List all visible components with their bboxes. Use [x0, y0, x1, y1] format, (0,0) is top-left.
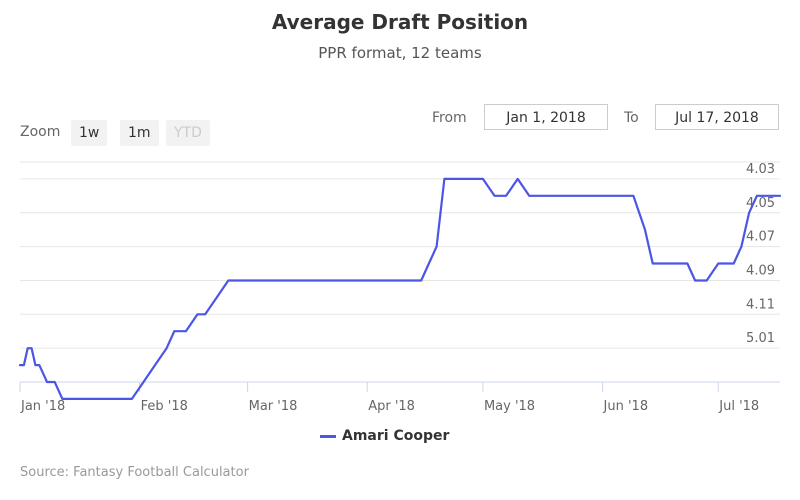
y-tick-label: 5.01: [746, 331, 775, 346]
legend-label: Amari Cooper: [342, 428, 450, 444]
y-tick-label: 4.05: [746, 196, 775, 211]
series-line-amari-cooper: [18, 177, 782, 400]
credits[interactable]: Source: Fantasy Football Calculator: [20, 465, 249, 480]
x-tick-label: Mar '18: [249, 399, 298, 414]
zoom-1w-button[interactable]: 1w: [71, 120, 108, 146]
chart-title: Average Draft Position: [271, 10, 529, 34]
to-label: To: [624, 110, 639, 126]
zoom-label: Zoom: [20, 124, 61, 140]
zoom-1m-button[interactable]: 1m: [120, 120, 159, 146]
legend-item[interactable]: Amari Cooper: [320, 428, 449, 444]
legend-swatch: [320, 434, 336, 438]
x-tick-label: Jul '18: [718, 399, 759, 414]
x-tick-label: May '18: [484, 399, 535, 414]
to-date-input[interactable]: Jul 17, 2018: [655, 104, 779, 130]
y-tick-label: 4.03: [746, 162, 775, 177]
x-tick-label: Feb '18: [141, 399, 188, 414]
zoom-ytd-button[interactable]: YTD: [166, 120, 210, 146]
y-tick-label: 4.11: [746, 297, 775, 312]
x-tick-label: Jun '18: [603, 399, 649, 414]
y-tick-label: 4.09: [746, 263, 775, 278]
y-tick-label: 4.07: [746, 230, 775, 245]
from-date-input[interactable]: Jan 1, 2018: [484, 104, 608, 130]
chart-subtitle: PPR format, 12 teams: [318, 44, 482, 62]
from-label: From: [432, 110, 467, 126]
x-tick-label: Jan '18: [20, 399, 65, 414]
x-tick-label: Apr '18: [368, 399, 415, 414]
